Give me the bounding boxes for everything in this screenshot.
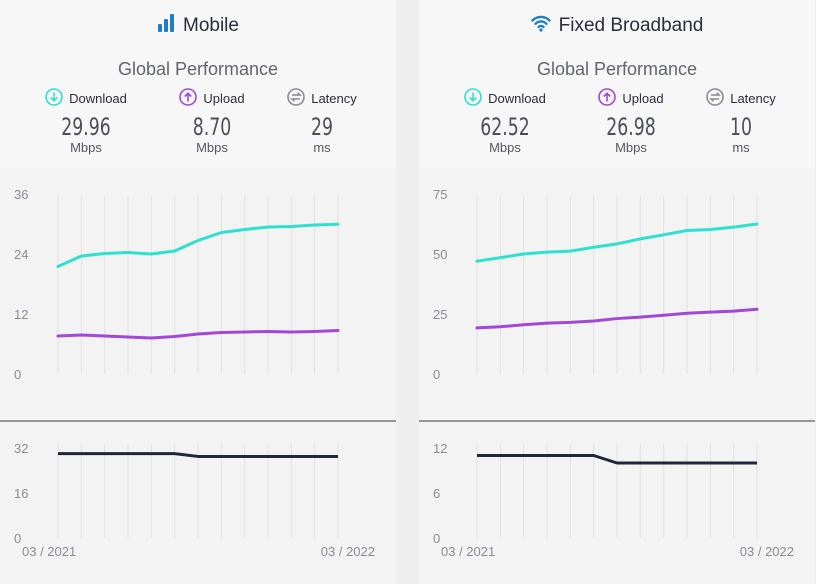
mobile-upload-metric: Upload 8.70 Mbps xyxy=(150,87,274,155)
mobile-speed-ytick: 24 xyxy=(14,247,28,262)
wifi-icon xyxy=(530,14,551,38)
fixed-download-metric: Download 62.52 Mbps xyxy=(443,87,567,155)
fixed-xtick-start: 03 / 2021 xyxy=(441,544,495,559)
download-label: Download xyxy=(488,90,546,106)
fixed-title-text: Fixed Broadband xyxy=(558,15,704,36)
fixed-latency-ytick: 12 xyxy=(433,441,447,456)
fixed-latency-unit: ms xyxy=(732,140,750,155)
fixed-chart: 0 25 50 75 0 6 12 03 / 2021 03 / 2022 xyxy=(419,187,815,559)
fixed-panel: Fixed Broadband Global Performance Downl… xyxy=(419,0,815,584)
latency-label: Latency xyxy=(730,90,776,106)
mobile-download-line xyxy=(56,222,340,268)
fixed-download-value: 62.52 xyxy=(480,113,530,141)
fixed-xtick-end: 03 / 2022 xyxy=(740,544,794,559)
mobile-download-metric: Download 29.96 Mbps xyxy=(24,87,148,155)
fixed-latency-ytick: 6 xyxy=(433,486,440,501)
upload-label: Upload xyxy=(622,90,664,106)
fixed-speed-ytick: 0 xyxy=(433,367,440,382)
download-arrow-icon xyxy=(45,87,63,109)
mobile-speed-ytick: 36 xyxy=(14,187,28,202)
fixed-latency-value: 10 xyxy=(729,113,752,141)
mobile-latency-metric: Latency 29 ms xyxy=(260,87,384,155)
fixed-latency-line xyxy=(477,454,757,465)
fixed-upload-metric: Upload 26.98 Mbps xyxy=(569,87,693,155)
mobile-xtick-start: 03 / 2021 xyxy=(22,544,76,559)
upload-arrow-icon xyxy=(598,87,617,109)
fixed-latency-metric: Latency 10 ms xyxy=(679,87,803,155)
upload-label: Upload xyxy=(203,90,245,106)
mobile-speed-ytick: 12 xyxy=(14,307,28,322)
mobile-download-unit: Mbps xyxy=(70,140,102,155)
fixed-download-line xyxy=(475,222,759,263)
signal-bars-icon xyxy=(157,14,175,38)
mobile-latency-ytick: 32 xyxy=(14,441,28,456)
mobile-latency-ytick: 0 xyxy=(14,531,21,546)
fixed-upload-value: 26.98 xyxy=(606,113,656,141)
mobile-latency-value: 29 xyxy=(310,113,333,141)
mobile-download-value: 29.96 xyxy=(61,113,111,141)
mobile-panel: Mobile Global Performance Download 29.96… xyxy=(0,0,396,584)
fixed-subtitle: Global Performance xyxy=(536,59,698,79)
fixed-speed-ytick: 50 xyxy=(433,247,447,262)
fixed-speed-ytick: 75 xyxy=(433,187,447,202)
mobile-xtick-end: 03 / 2022 xyxy=(321,544,375,559)
mobile-latency-ytick: 16 xyxy=(14,486,28,501)
mobile-upload-line xyxy=(56,329,340,340)
fixed-header: Fixed Broadband Global Performance Downl… xyxy=(419,0,815,168)
upload-arrow-icon xyxy=(179,87,198,109)
fixed-upload-unit: Mbps xyxy=(615,140,647,155)
fixed-upload-line xyxy=(475,307,759,330)
download-label: Download xyxy=(69,90,127,106)
latency-icon xyxy=(287,87,306,109)
latency-icon xyxy=(706,87,725,109)
mobile-title: Mobile xyxy=(0,12,396,40)
fixed-title: Fixed Broadband xyxy=(419,12,815,40)
mobile-latency-unit: ms xyxy=(313,140,331,155)
mobile-header: Mobile Global Performance Download 29.96… xyxy=(0,0,396,168)
mobile-latency-line xyxy=(58,452,338,458)
mobile-speed-ytick: 0 xyxy=(14,367,21,382)
mobile-title-text: Mobile xyxy=(183,15,239,36)
latency-label: Latency xyxy=(311,90,357,106)
fixed-download-unit: Mbps xyxy=(489,140,521,155)
mobile-upload-unit: Mbps xyxy=(196,140,228,155)
mobile-chart: 0 12 24 36 0 16 32 03 / 2021 03 / 2022 xyxy=(0,187,396,559)
fixed-speed-ytick: 25 xyxy=(433,307,447,322)
mobile-subtitle: Global Performance xyxy=(117,59,279,79)
download-arrow-icon xyxy=(464,87,482,109)
fixed-latency-ytick: 0 xyxy=(433,531,440,546)
mobile-upload-value: 8.70 xyxy=(192,113,232,141)
